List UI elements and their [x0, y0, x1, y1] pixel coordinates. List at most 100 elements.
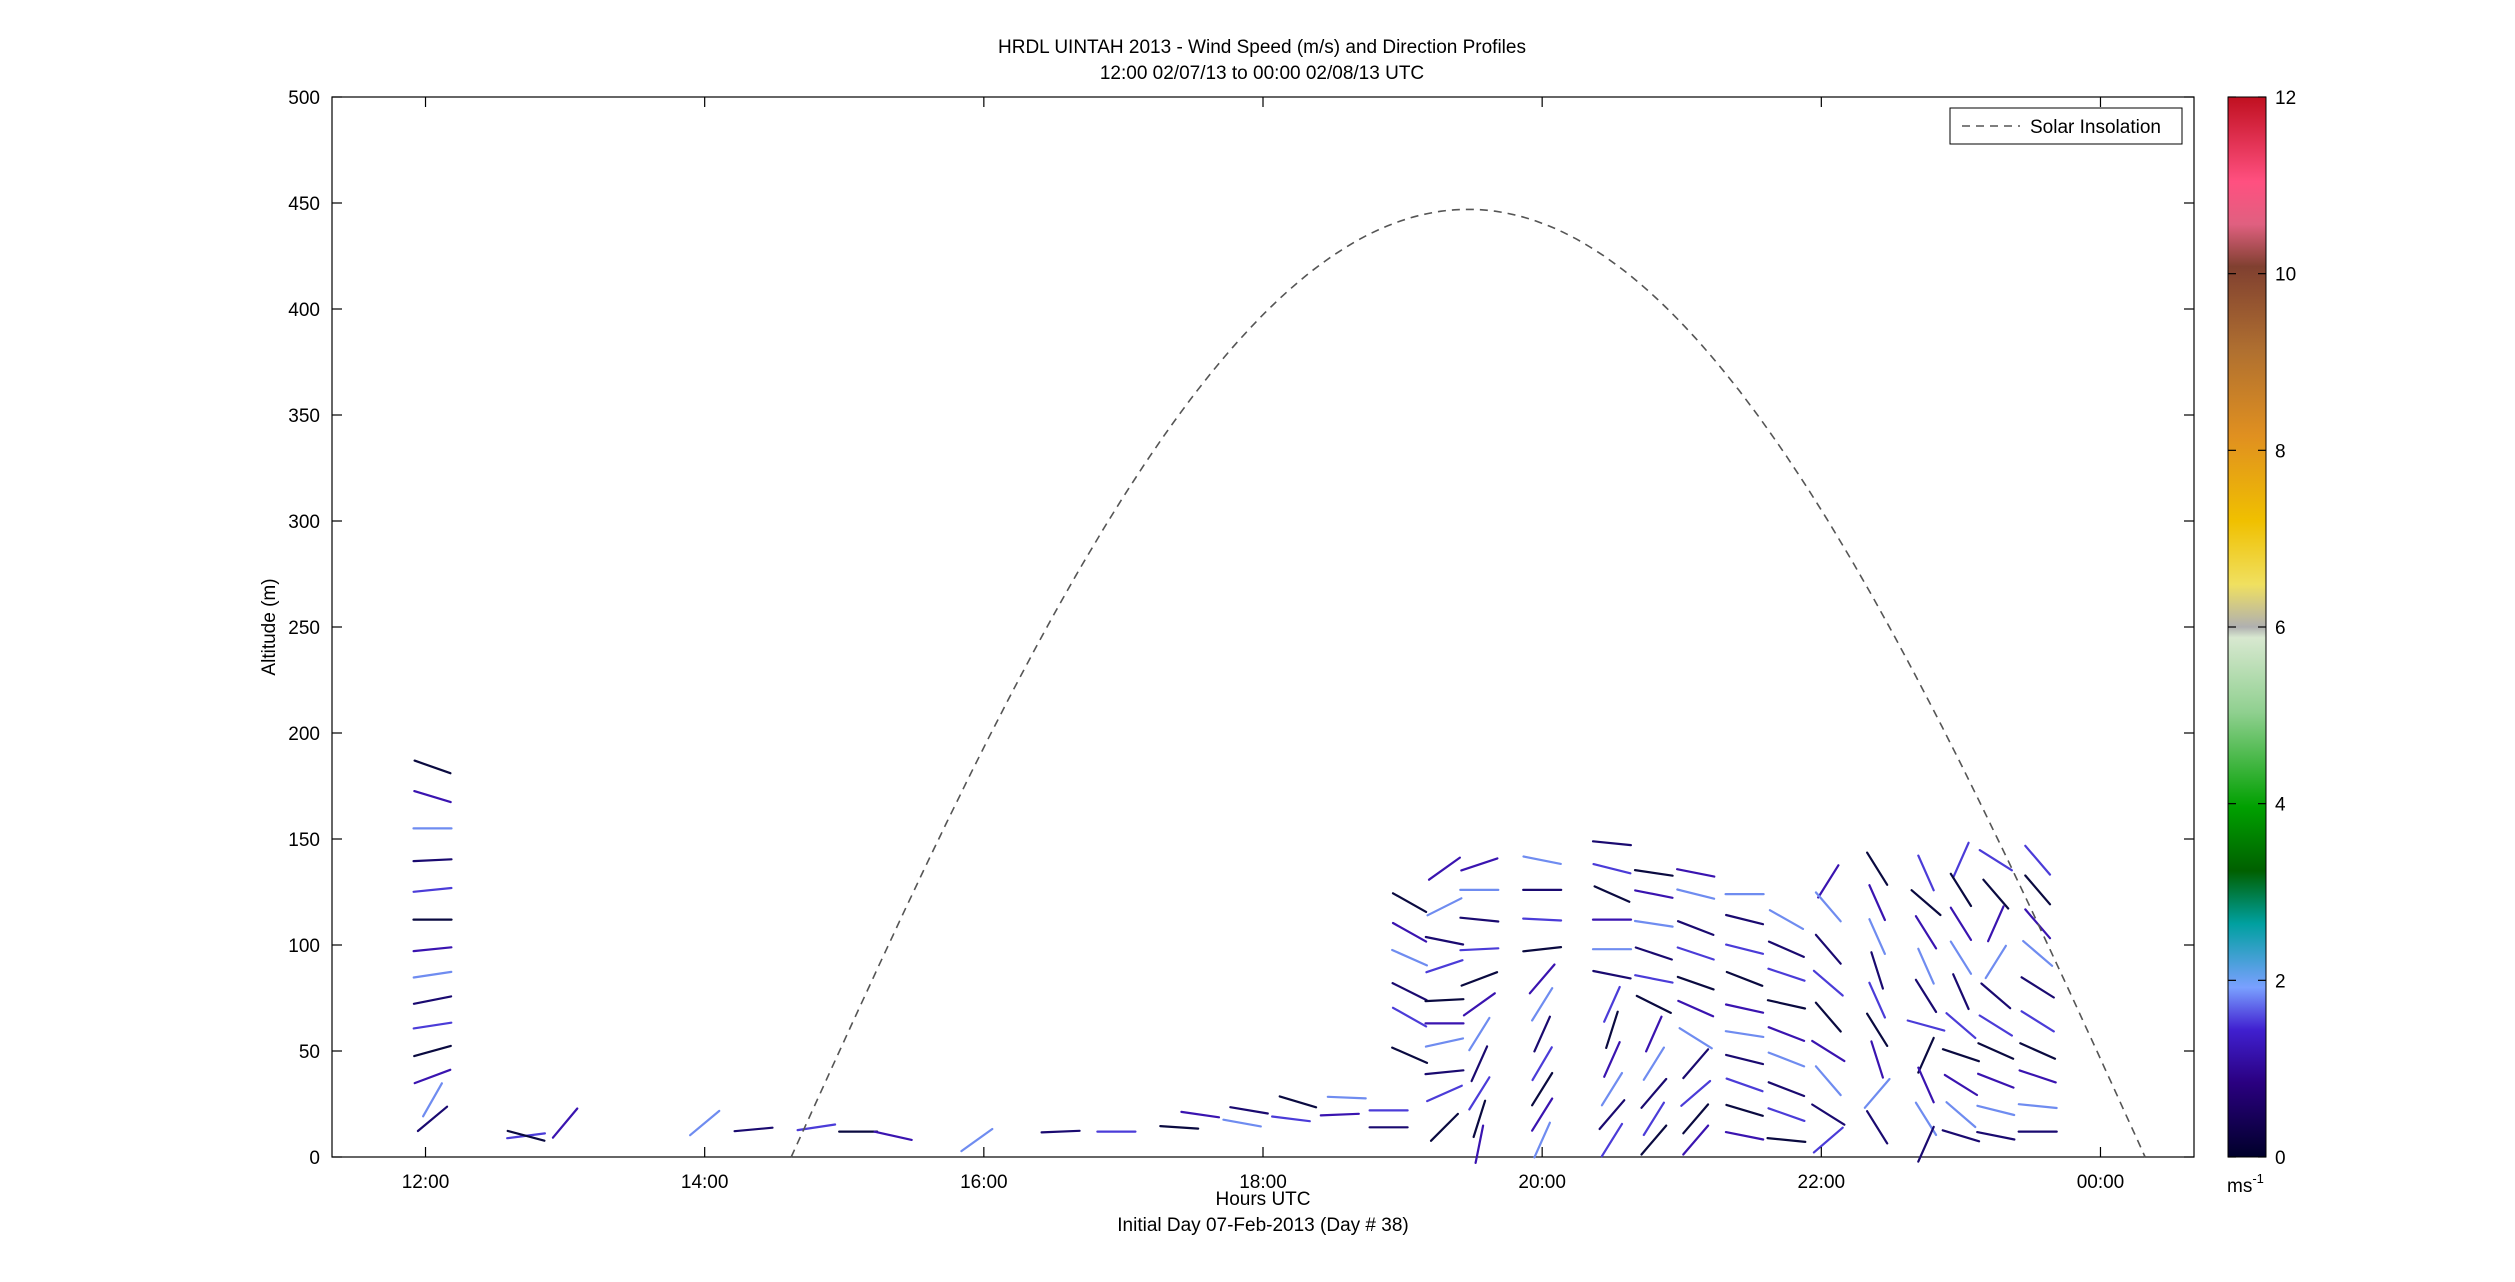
wind-barb — [1767, 1107, 1806, 1123]
wind-barb — [1676, 975, 1715, 991]
wind-barb — [1978, 848, 2014, 872]
wind-barb — [1459, 947, 1500, 952]
wind-barb — [1976, 1130, 2016, 1141]
wind-barb — [1533, 1121, 1552, 1159]
wind-barb — [1533, 1015, 1552, 1053]
x-tick-label: 16:00 — [960, 1172, 1008, 1193]
wind-barb — [1522, 917, 1563, 922]
wind-barb — [1678, 1027, 1713, 1050]
wind-barb — [1863, 1077, 1891, 1109]
wind-barb — [1978, 1014, 2014, 1037]
wind-barb — [1767, 1051, 1806, 1068]
wind-barb — [1814, 891, 1842, 923]
y-tick-label: 0 — [309, 1148, 320, 1169]
x-tick-label: 12:00 — [402, 1172, 450, 1193]
colorbar-unit-label: ms-1 — [2227, 1171, 2264, 1197]
wind-barb — [1391, 921, 1428, 943]
wind-barb — [1767, 967, 1806, 982]
colorbar-tick-label: 10 — [2275, 265, 2296, 286]
y-tick-label: 400 — [288, 300, 320, 321]
wind-barb — [2018, 1069, 2057, 1084]
wind-barb — [1598, 1099, 1626, 1131]
wind-barb — [1817, 864, 1840, 899]
colorbar-tick-label: 0 — [2275, 1148, 2286, 1169]
wind-barb — [1724, 943, 1765, 955]
x-axis-label: Hours UTC — [1215, 1189, 1310, 1210]
wind-barb — [2024, 908, 2052, 940]
wind-barb — [1952, 973, 1970, 1011]
wind-barb — [1603, 985, 1621, 1023]
wind-barb — [2024, 844, 2052, 876]
colorbar-unit-exponent: -1 — [2252, 1171, 2264, 1186]
wind-barb — [1941, 1048, 1981, 1063]
wind-barb — [1644, 1015, 1663, 1053]
wind-barb — [960, 1127, 994, 1153]
wind-barb — [1424, 1069, 1465, 1076]
wind-barb — [2020, 1010, 2055, 1033]
wind-barb — [1425, 959, 1464, 974]
wind-barb — [413, 1068, 452, 1085]
wind-barb — [1982, 878, 2010, 910]
wind-barb — [1870, 951, 1885, 990]
wind-barb — [1426, 897, 1463, 917]
chart-subtitle: 12:00 02/07/13 to 00:00 02/08/13 UTC — [1100, 63, 1424, 84]
wind-barb — [688, 1109, 721, 1137]
colorbar-tick-label: 12 — [2275, 88, 2296, 109]
colorbar-tick-label: 2 — [2275, 971, 2286, 992]
colorbar-unit: ms — [2227, 1176, 2252, 1197]
wind-barb — [1917, 1125, 1935, 1163]
wind-barb — [1917, 947, 1935, 985]
legend-entry-solar-insolation: Solar Insolation — [2030, 117, 2161, 138]
wind-barb — [1984, 944, 2008, 980]
wind-barb — [1468, 1016, 1491, 1052]
wind-barb — [1593, 885, 1631, 903]
wind-barb — [1865, 1110, 1889, 1145]
wind-barb — [1460, 971, 1499, 987]
wind-barb — [1391, 1006, 1428, 1028]
wind-barb — [2019, 1042, 2057, 1060]
wind-barb — [1605, 1010, 1619, 1050]
y-axis-label: Altitude (m) — [259, 578, 280, 675]
wind-barb — [1814, 933, 1842, 965]
wind-barb — [1600, 1071, 1624, 1107]
wind-barb — [1522, 855, 1562, 866]
wind-barb — [1914, 915, 1938, 950]
wind-barb — [1424, 1037, 1465, 1048]
wind-barb — [1427, 856, 1462, 881]
wind-barb — [1603, 1040, 1621, 1078]
x-tick-label: 22:00 — [1798, 1172, 1846, 1193]
y-tick-label: 500 — [288, 88, 320, 109]
wind-barb — [1724, 913, 1765, 926]
wind-barb — [1682, 1124, 1710, 1156]
wind-barb — [1429, 1112, 1460, 1142]
wind-barb — [1459, 916, 1500, 923]
wind-barb — [1642, 1101, 1666, 1137]
colorbar-ticks: 0 2 4 6 8 10 12 — [2228, 88, 2296, 1169]
wind-barb — [1040, 1129, 1081, 1134]
wind-barb — [1767, 1026, 1806, 1043]
wind-barb — [1600, 1122, 1624, 1158]
wind-barb — [1640, 1077, 1668, 1109]
wind-barb — [1917, 1036, 1935, 1074]
wind-barb — [413, 759, 452, 775]
wind-barb — [1680, 1079, 1712, 1107]
y-tick-label: 50 — [299, 1042, 320, 1063]
wind-barb — [1278, 1095, 1318, 1109]
wind-barb — [1812, 969, 1844, 997]
wind-barb — [1391, 981, 1428, 1002]
wind-barb — [1676, 888, 1716, 900]
wind-barb — [1724, 1053, 1765, 1066]
wind-barb — [1222, 1118, 1262, 1128]
plot-frame — [331, 96, 2195, 1158]
wind-barb — [2017, 1103, 2058, 1110]
y-tick-label: 250 — [288, 618, 320, 639]
wind-barb — [1424, 998, 1465, 1003]
colorbar-tick-label: 4 — [2275, 795, 2286, 816]
wind-barb — [1592, 862, 1632, 875]
wind-barb — [1391, 1046, 1429, 1065]
x-axis-note: Initial Day 07-Feb-2013 (Day # 38) — [1117, 1215, 1408, 1236]
y-tick-label: 450 — [288, 194, 320, 215]
wind-barb — [1976, 1104, 2016, 1117]
chart-title: HRDL UINTAH 2013 - Wind Speed (m/s) and … — [998, 37, 1526, 58]
